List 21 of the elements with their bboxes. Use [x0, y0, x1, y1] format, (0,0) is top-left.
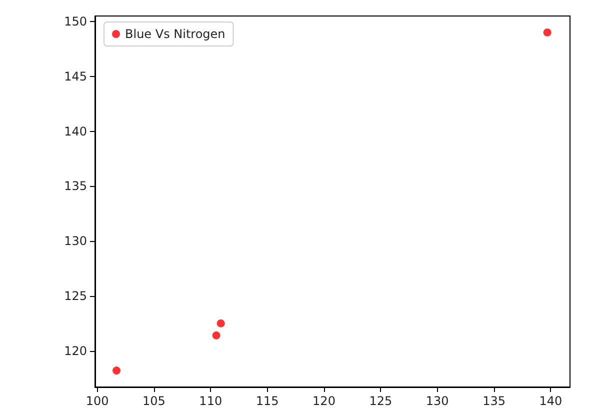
- y-tick-label: 135: [64, 179, 87, 194]
- x-tick-label: 105: [142, 394, 166, 408]
- point: [112, 366, 121, 375]
- point: [216, 319, 225, 328]
- point: [543, 28, 552, 36]
- y-tick-label: 150: [64, 14, 87, 28]
- point: [212, 331, 220, 340]
- legend-label: Blue Vs Nitrogen: [125, 27, 226, 41]
- x-tick-label: 135: [482, 394, 506, 408]
- x-tick-label: 100: [86, 394, 109, 408]
- y-tick-label: 140: [64, 124, 87, 138]
- x-tick-label: 140: [539, 394, 562, 408]
- x-tick-label: 120: [312, 394, 336, 408]
- y-tick-label: 130: [64, 234, 87, 248]
- x-tick-label: 130: [426, 394, 449, 408]
- y-tick-label: 145: [64, 69, 87, 84]
- x-tick-label: 115: [256, 394, 279, 408]
- x-tick-label: 125: [369, 394, 392, 408]
- y-tick-label: 120: [64, 344, 87, 358]
- x-tick-label: 110: [199, 394, 222, 408]
- y-tick-label: 125: [64, 288, 87, 303]
